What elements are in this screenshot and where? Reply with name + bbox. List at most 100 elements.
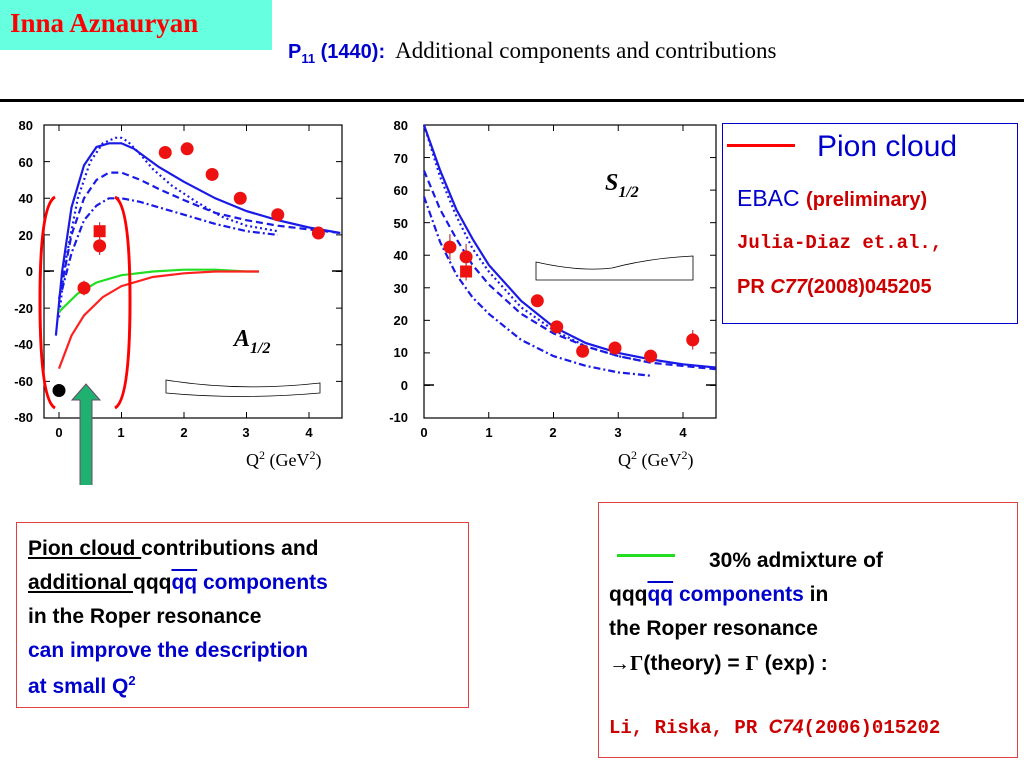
s-ytick: 0 <box>401 378 408 393</box>
box-right-line4: →Γ(theory) = Γ (exp) : <box>609 651 828 675</box>
a-ytick: -40 <box>14 337 33 352</box>
box-left-line2: additional qqqqq components <box>28 571 328 594</box>
a-xtick: 4 <box>305 425 313 440</box>
chart-a12-yticks: 80 60 40 20 0 -20 -40 -60 -80 <box>14 118 33 425</box>
box-left-line5: at small Q2 <box>28 673 136 698</box>
s-ytick: 40 <box>394 248 408 263</box>
s-xtick: 2 <box>549 425 556 440</box>
a-black-point <box>52 384 66 398</box>
arrow-right-icon: → <box>609 652 630 675</box>
a-banner-shape <box>165 379 321 397</box>
s-ytick: 70 <box>394 151 408 166</box>
box-right-reference: Li, Riska, PR C74(2006)015202 <box>609 717 941 739</box>
s-series-line-dashed <box>422 170 716 371</box>
s-data-point <box>576 344 590 358</box>
s-xtick: 1 <box>485 425 492 440</box>
legend-box: Pion cloud EBAC (preliminary) Julia-Diaz… <box>722 123 1018 324</box>
author-box <box>0 0 272 50</box>
chart-a12: 80 60 40 20 0 -20 -40 -60 -80 0 1 2 3 4 … <box>14 118 343 485</box>
s-ytick: 60 <box>394 183 408 198</box>
pion-cloud-textbox: Pion cloud contributions and additional … <box>16 522 469 708</box>
s-banner-shape <box>535 255 694 281</box>
chart-s12-yticks: 80 70 60 50 40 30 20 10 0 -10 <box>389 118 408 425</box>
box-right-line1: 30% admixture of <box>709 549 883 572</box>
a-data-point <box>158 145 172 159</box>
s-data-point <box>686 333 700 347</box>
a-data-point <box>311 226 325 240</box>
a-ytick: 40 <box>19 191 33 206</box>
a-ytick: -60 <box>14 374 33 389</box>
a-data-point <box>93 239 107 253</box>
a-data-point <box>271 208 285 222</box>
box-right-line2: qqqqq components in <box>609 583 829 606</box>
a-ytick: -80 <box>14 410 33 425</box>
legend-authors: Julia-Diaz et.al., <box>737 232 943 254</box>
slide-title: P11 (1440): Additional components and con… <box>288 38 777 66</box>
a-xtick: 2 <box>180 425 187 440</box>
a-ytick: 80 <box>19 118 33 133</box>
a-series-line-solid <box>54 142 341 336</box>
chart-a12-xticks: 0 1 2 3 4 <box>55 425 313 440</box>
legend-ebac: EBAC (preliminary) <box>737 185 928 211</box>
legend-pion-cloud: Pion cloud <box>817 130 958 163</box>
left-bracket <box>38 195 56 410</box>
s-xlabel: Q2 (GeV2) <box>618 448 693 471</box>
a-square-point <box>93 225 106 238</box>
box-left-line1: Pion cloud contributions and <box>28 537 319 560</box>
s-xtick: 0 <box>420 425 427 440</box>
a-xtick: 1 <box>117 425 124 440</box>
s-xtick: 4 <box>679 425 687 440</box>
charts-canvas: 80 60 40 20 0 -20 -40 -60 -80 0 1 2 3 4 … <box>14 118 717 485</box>
a-ytick: 0 <box>26 264 33 279</box>
a-xtick: 3 <box>242 425 249 440</box>
s-ytick: -10 <box>389 410 408 425</box>
a-xlabel: Q2 (GeV2) <box>246 448 321 471</box>
s-square-point <box>460 265 473 278</box>
a-series-line-dashed <box>57 171 341 300</box>
green-legend-line <box>617 554 675 557</box>
a-ytick: 60 <box>19 155 33 170</box>
chart-s12-xticks: 0 1 2 3 4 <box>420 425 687 440</box>
right-bracket <box>114 195 132 410</box>
s-series-line-dotted <box>422 124 651 364</box>
a-ytick: -20 <box>14 301 33 316</box>
a-series-line-dash-dot <box>61 197 278 291</box>
legend-reference: PR C77(2008)045205 <box>737 276 932 298</box>
s-data-point <box>550 320 564 334</box>
s-series-line-dash-dot <box>422 196 651 377</box>
s-data-point <box>459 250 473 264</box>
a-ytick: 20 <box>19 228 33 243</box>
s-data-point <box>443 240 457 254</box>
s-ytick: 20 <box>394 313 408 328</box>
title-state: P11 (1440): <box>288 41 386 66</box>
s-data-point <box>644 349 658 363</box>
a-data-point <box>205 167 219 181</box>
a-data-point <box>233 191 247 205</box>
s-ytick: 30 <box>394 281 408 296</box>
a-data-point <box>180 142 194 156</box>
s-ytick: 80 <box>394 118 408 133</box>
a-series-line-dotted <box>57 136 278 318</box>
s-ytick: 10 <box>394 345 408 360</box>
box-right-line3: the Roper resonance <box>609 617 818 640</box>
s-series-line-solid <box>422 124 716 369</box>
s-amplitude-label: S1/2 <box>605 170 639 201</box>
s-data-point <box>608 341 622 355</box>
a-series-line-solid <box>57 270 259 369</box>
box-left-line3: in the Roper resonance <box>28 605 262 628</box>
s-data-point <box>530 294 544 308</box>
arrow-up-icon <box>70 383 102 485</box>
a-xtick: 0 <box>55 425 62 440</box>
a-amplitude-label: A1/2 <box>232 326 270 357</box>
a-data-point <box>77 281 91 295</box>
legend-red-line <box>727 144 795 147</box>
title-rule <box>0 99 1024 102</box>
s-xtick: 3 <box>614 425 621 440</box>
admixture-textbox: 30% admixture of qqqqq components in the… <box>598 502 1018 758</box>
s-ytick: 50 <box>394 216 408 231</box>
author-name: Inna Aznauryan <box>10 8 199 38</box>
chart-s12-frame <box>423 124 717 419</box>
chart-s12: 80 70 60 50 40 30 20 10 0 -10 0 1 2 3 4 … <box>389 118 717 471</box>
box-left-line4: can improve the description <box>28 639 309 662</box>
title-text: Additional components and contributions <box>395 38 777 63</box>
